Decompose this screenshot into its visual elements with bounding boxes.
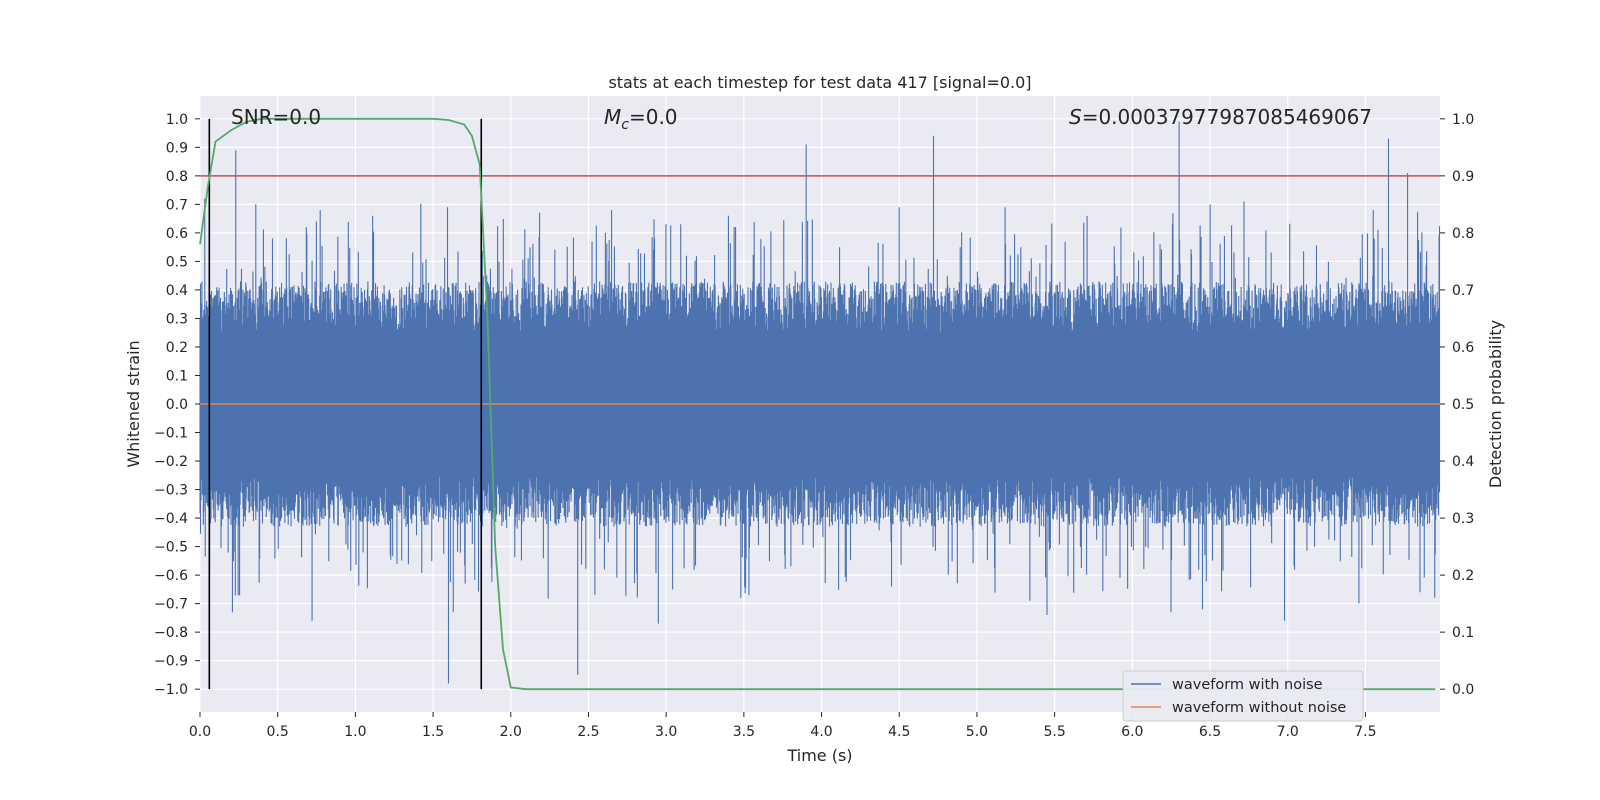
left-axis-title: Whitened strain <box>124 340 143 467</box>
s-statistic-annotation: S=0.00037977987085469067 <box>1069 105 1372 129</box>
y-left-tick-label: −0.2 <box>154 454 188 470</box>
y-left-tick-label: −0.6 <box>154 568 188 584</box>
y-left-tick-label: 0.5 <box>166 254 188 270</box>
snr-annotation: SNR=0.0 <box>231 105 321 129</box>
y-left-tick-label: 0.4 <box>166 283 188 299</box>
x-tick-label: 1.0 <box>344 724 366 740</box>
y-left-tick-label: −1.0 <box>154 682 188 698</box>
legend: waveform with noise waveform without noi… <box>1122 670 1364 722</box>
y-left-tick-label: −0.3 <box>154 483 188 499</box>
y-left-tick-label: 0.0 <box>166 397 188 413</box>
y-left-tick-label: 0.7 <box>166 197 188 213</box>
y-left-tick-label: −0.5 <box>154 540 188 556</box>
x-tick-label: 7.5 <box>1354 724 1376 740</box>
s-value: =0.00037977987085469067 <box>1082 105 1372 129</box>
right-axis-ticks: 1.0 0.9 0.8 0.7 0.6 0.5 0.4 0.3 0.2 0.1 0.0 <box>1440 112 1474 698</box>
x-tick-label: 2.0 <box>500 724 522 740</box>
x-tick-label: 0.5 <box>267 724 289 740</box>
y-right-tick-label: 0.2 <box>1452 568 1474 584</box>
y-left-tick-label: 0.8 <box>166 169 188 185</box>
y-right-tick-label: 0.0 <box>1452 682 1474 698</box>
y-left-tick-label: −0.4 <box>154 511 188 527</box>
x-tick-label: 4.0 <box>810 724 832 740</box>
s-symbol: S <box>1069 105 1082 129</box>
chirp-mass-subscript: c <box>621 117 629 133</box>
x-tick-label: 4.5 <box>888 724 910 740</box>
y-left-tick-label: 0.9 <box>166 140 188 156</box>
y-left-tick-label: −0.7 <box>154 597 188 613</box>
x-tick-label: 1.5 <box>422 724 444 740</box>
y-right-tick-label: 0.3 <box>1452 511 1474 527</box>
left-axis-ticks: 1.0 0.9 0.8 0.7 0.6 0.5 0.4 0.3 0.2 0.1 0.0 −0.1 −0.… <box>154 112 200 698</box>
y-left-tick-label: −0.8 <box>154 625 188 641</box>
x-tick-label: 6.0 <box>1121 724 1143 740</box>
x-tick-label: 3.5 <box>733 724 755 740</box>
y-right-tick-label: 0.6 <box>1452 340 1474 356</box>
x-tick-label: 7.0 <box>1277 724 1299 740</box>
x-tick-label: 6.5 <box>1199 724 1221 740</box>
y-left-tick-label: 0.2 <box>166 340 188 356</box>
chirp-mass-value: =0.0 <box>629 105 678 129</box>
chart-title: stats at each timestep for test data 417… <box>608 73 1031 92</box>
y-right-tick-label: 0.4 <box>1452 454 1474 470</box>
y-left-tick-label: 0.3 <box>166 311 188 327</box>
chirp-mass-symbol: M <box>604 105 621 129</box>
legend-label-clean: waveform without noise <box>1172 700 1346 716</box>
y-right-tick-label: 0.7 <box>1452 283 1474 299</box>
x-tick-label: 5.0 <box>966 724 988 740</box>
legend-box <box>1122 670 1364 722</box>
legend-label-noise: waveform with noise <box>1172 677 1323 693</box>
y-left-tick-label: 0.6 <box>166 226 188 242</box>
y-right-tick-label: 0.9 <box>1452 169 1474 185</box>
x-tick-label: 3.0 <box>655 724 677 740</box>
y-right-tick-label: 0.5 <box>1452 397 1474 413</box>
x-axis-ticks: 0.0 0.5 1.0 1.5 2.0 2.5 3.0 3.5 4.0 4.5 5.0 5.5 6.0 6… <box>189 712 1377 740</box>
x-tick-label: 5.5 <box>1044 724 1066 740</box>
right-axis-title: Detection probability <box>1486 320 1505 488</box>
y-left-tick-label: 0.1 <box>166 368 188 384</box>
y-left-tick-label: 1.0 <box>166 112 188 128</box>
detection-probability-line <box>199 117 1436 691</box>
y-left-tick-label: −0.1 <box>154 426 188 442</box>
chirp-mass-annotation: Mc=0.0 <box>604 105 678 133</box>
overlay-lines <box>199 117 1440 691</box>
x-axis-title: Time (s) <box>786 746 852 765</box>
x-tick-label: 0.0 <box>189 724 211 740</box>
y-right-tick-label: 0.8 <box>1452 226 1474 242</box>
x-tick-label: 2.5 <box>577 724 599 740</box>
y-right-tick-label: 1.0 <box>1452 112 1474 128</box>
y-right-tick-label: 0.1 <box>1452 625 1474 641</box>
y-left-tick-label: −0.9 <box>154 654 188 670</box>
